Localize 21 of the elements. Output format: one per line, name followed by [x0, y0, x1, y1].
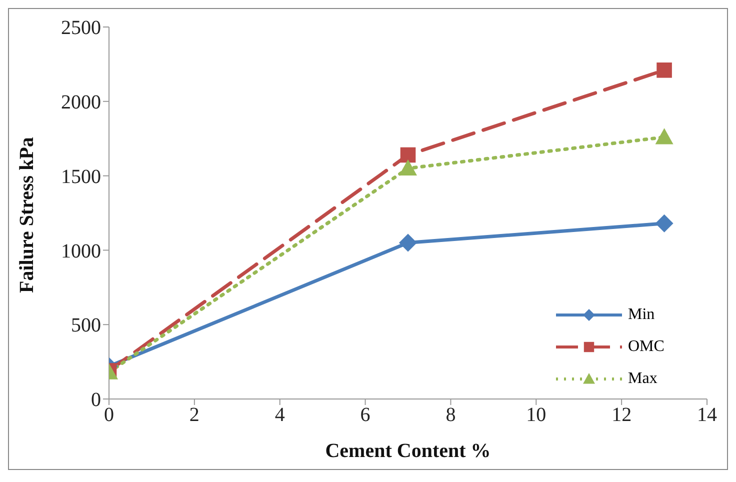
- point: [655, 214, 674, 232]
- y-tick-label: 2500: [61, 17, 101, 40]
- x-tick-label: 8: [446, 404, 456, 426]
- y-tick-label: 2000: [61, 92, 101, 114]
- x-axis-title: Cement Content %: [325, 440, 491, 462]
- y-tick-label: 0: [91, 389, 101, 412]
- x-tick-label: 14: [697, 404, 717, 426]
- point: [655, 128, 674, 144]
- x-tick-label: 12: [612, 404, 632, 426]
- y-axis-title: Failure Stress kPa: [16, 137, 38, 293]
- y-tick-label: 1500: [61, 166, 101, 188]
- x-tick-label: 2: [189, 404, 200, 426]
- point: [656, 62, 672, 78]
- x-tick-label: 10: [526, 404, 546, 426]
- legend-label: OMC: [628, 338, 664, 356]
- x-tick-label: 6: [360, 404, 370, 426]
- legend-label: Max: [628, 370, 658, 388]
- legend-label: Min: [628, 306, 655, 324]
- y-tick-label: 1000: [61, 240, 101, 262]
- x-tick-label: 4: [274, 404, 285, 426]
- y-tick-label: 500: [71, 314, 101, 337]
